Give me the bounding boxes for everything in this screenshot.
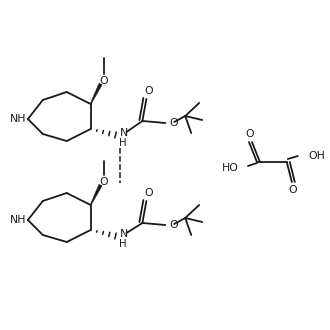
Text: HO: HO — [222, 163, 239, 173]
Text: H: H — [119, 138, 127, 148]
Text: NH: NH — [10, 215, 26, 225]
Text: O: O — [288, 185, 297, 195]
Text: H: H — [119, 239, 127, 249]
Text: O: O — [144, 188, 153, 198]
Text: O: O — [99, 76, 108, 86]
Polygon shape — [90, 184, 102, 205]
Text: O: O — [99, 177, 108, 187]
Polygon shape — [90, 83, 102, 104]
Text: O: O — [144, 86, 153, 96]
Text: O: O — [246, 129, 254, 139]
Text: OH: OH — [309, 151, 326, 161]
Text: O: O — [169, 118, 178, 128]
Text: NH: NH — [10, 114, 26, 124]
Text: N: N — [119, 128, 128, 138]
Text: N: N — [119, 229, 128, 239]
Text: O: O — [169, 220, 178, 230]
